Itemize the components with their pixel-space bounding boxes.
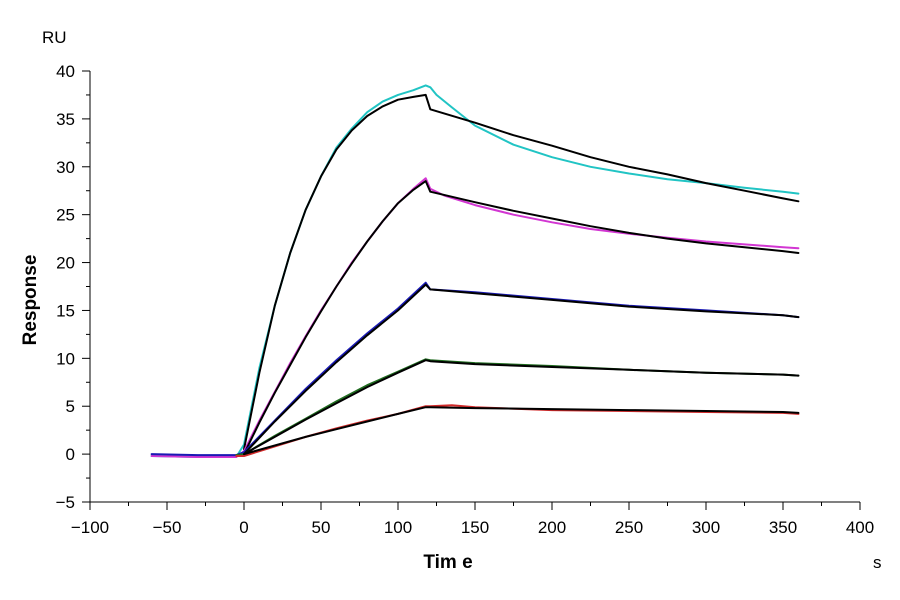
x-tick-label: 200 [538,518,566,537]
y-axis-title: Response [20,255,41,346]
y-tick-label: 35 [56,110,75,129]
fit-curve-7 [243,359,800,456]
y-tick-label: 25 [56,206,75,225]
x-tick-label: 300 [692,518,720,537]
x-tick-label: 50 [312,518,331,537]
fit-curve-3 [243,180,800,456]
x-tick-label: 250 [615,518,643,537]
y-tick-label: 20 [56,254,75,273]
y-tick-label: 15 [56,301,75,320]
sensorgram-curve-8 [235,404,800,457]
sensorgram-curve-2 [150,177,800,458]
axes-layer [89,71,860,503]
y-tick-label: 10 [56,349,75,368]
x-tick-label: 350 [769,518,797,537]
x-tick-label: 100 [384,518,412,537]
x-tick-label: 400 [846,518,874,537]
y-unit-label: RU [42,28,67,47]
y-tick-label: 5 [66,397,75,416]
x-tick-label: 150 [461,518,489,537]
y-tick-label: −5 [56,493,75,512]
sensorgram-curve-0 [150,84,800,458]
fit-curve-1 [243,93,800,451]
x-axis-title: Tim e [423,552,472,573]
series-layer [150,84,800,458]
x-tick-label: −50 [153,518,182,537]
x-tick-label: 0 [239,518,248,537]
x-tick-label: −100 [71,518,109,537]
x-unit-label: s [873,553,882,572]
fit-curve-5 [243,283,800,456]
y-tick-label: 40 [56,62,75,81]
fit-curve-9 [243,406,800,456]
y-tick-label: 0 [66,445,75,464]
y-tick-label: 30 [56,158,75,177]
